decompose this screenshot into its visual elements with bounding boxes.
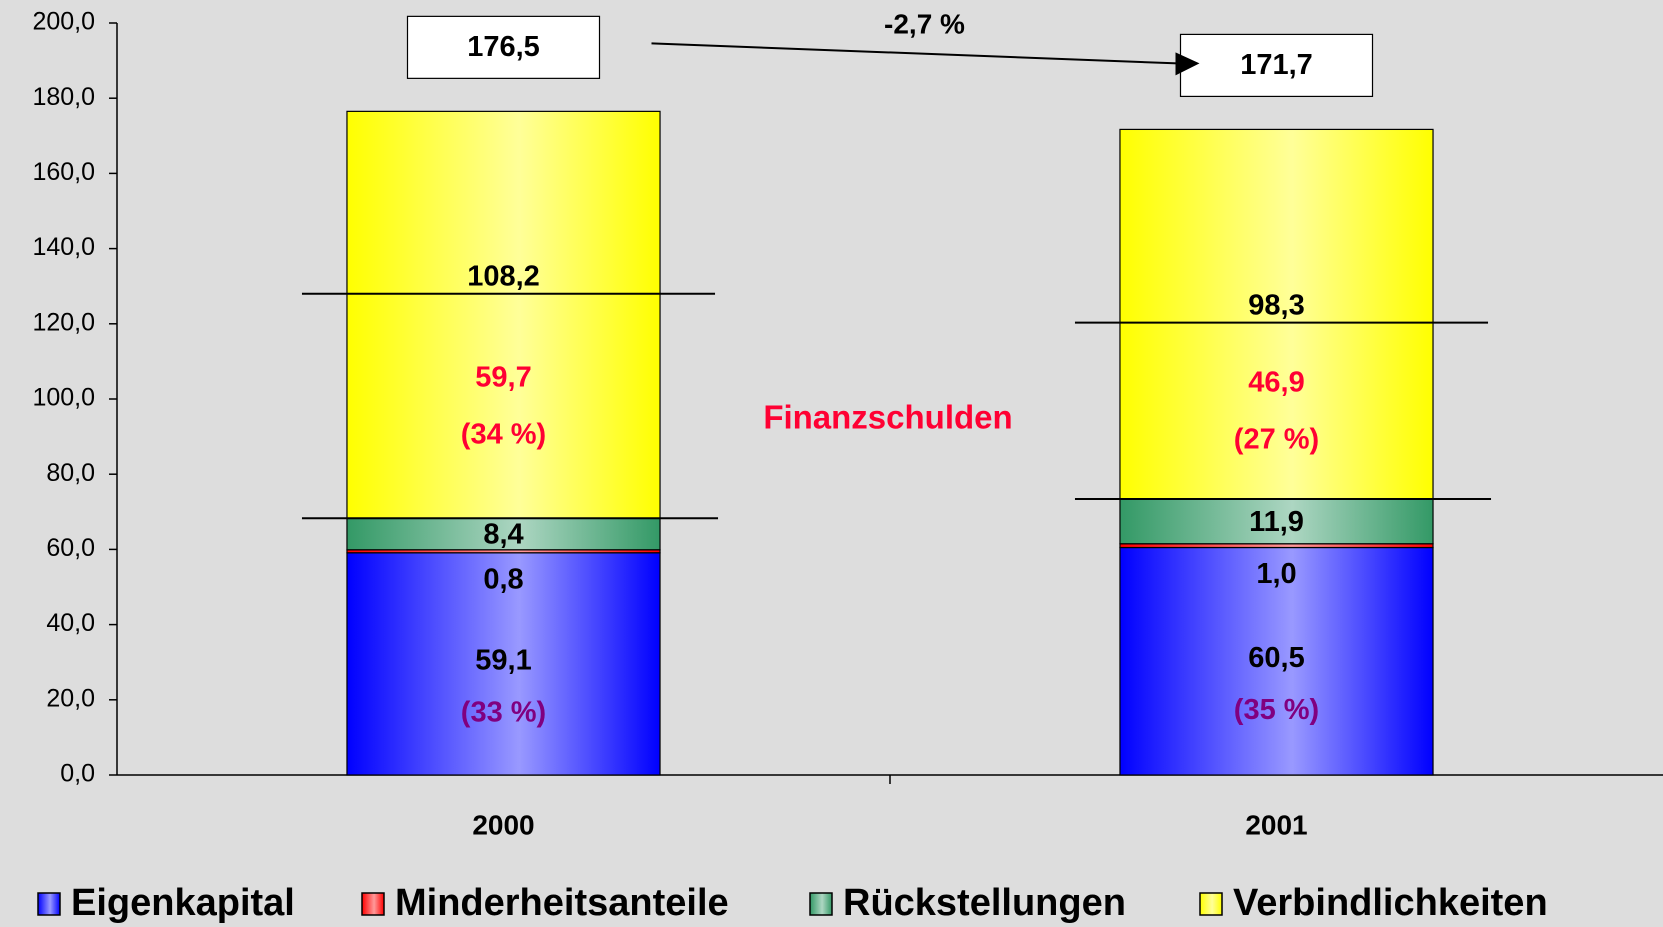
value-label: 108,2 (467, 260, 540, 292)
finanz-share: (34 %) (461, 419, 546, 451)
finanz-share: (27 %) (1234, 424, 1319, 456)
share-label: (35 %) (1234, 694, 1319, 726)
legend-label: Verbindlichkeiten (1233, 882, 1548, 924)
y-tick-label: 120,0 (32, 308, 95, 336)
change-label: -2,7 % (884, 8, 965, 39)
y-tick-label: 80,0 (46, 459, 95, 487)
legend-label: Eigenkapital (71, 882, 295, 924)
finanz-value: 59,7 (475, 362, 531, 394)
value-label: 59,1 (475, 645, 531, 677)
value-label: 1,0 (1256, 558, 1296, 590)
y-tick-label: 20,0 (46, 684, 95, 712)
y-tick-label: 140,0 (32, 233, 95, 261)
y-tick-label: 160,0 (32, 158, 95, 186)
total-label: 171,7 (1240, 49, 1313, 81)
bar-segment (1119, 546, 1434, 776)
legend-swatch (809, 892, 833, 916)
value-label: 0,8 (483, 563, 523, 595)
total-label: 176,5 (467, 31, 540, 63)
finanz-value: 46,9 (1248, 367, 1304, 399)
total-box (406, 15, 601, 79)
legend-label: Minderheitsanteile (395, 882, 729, 924)
y-tick-label: 180,0 (32, 83, 95, 111)
finanzschulden-title: Finanzschulden (763, 399, 1012, 436)
y-tick-label: 200,0 (32, 8, 95, 36)
y-tick-label: 40,0 (46, 609, 95, 637)
bar-segment (346, 552, 661, 776)
bar-segment (1119, 128, 1434, 500)
x-tick-label: 2001 (1245, 809, 1307, 840)
bar-segment (1119, 498, 1434, 545)
value-label: 11,9 (1249, 506, 1304, 538)
y-tick-label: 60,0 (46, 534, 95, 562)
arrow-head (1175, 52, 1200, 76)
legend-swatch (1199, 892, 1223, 916)
y-tick-label: 0,0 (60, 760, 95, 788)
value-label: 8,4 (483, 519, 523, 551)
value-label: 98,3 (1248, 289, 1304, 321)
y-tick-label: 100,0 (32, 384, 95, 412)
legend-swatch (361, 892, 385, 916)
change-arrow (651, 42, 1178, 65)
legend-swatch (37, 892, 61, 916)
bar-segment (346, 517, 661, 551)
value-label: 60,5 (1248, 642, 1304, 674)
bar-segment (346, 110, 661, 519)
share-label: (33 %) (461, 697, 546, 729)
legend-label: Rückstellungen (843, 882, 1126, 924)
x-tick-label: 2000 (472, 809, 534, 840)
